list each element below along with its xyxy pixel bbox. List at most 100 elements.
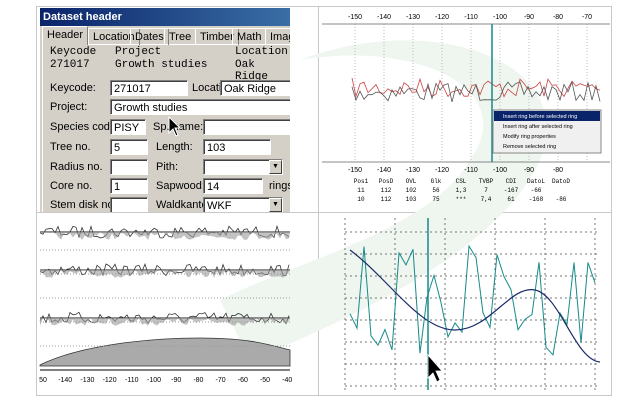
table-cell: 10 — [357, 196, 365, 203]
dialog: Dataset header Header Location Dates Tre… — [40, 8, 290, 212]
table-header: DatoL — [527, 178, 545, 185]
table-cell: -168 — [529, 196, 544, 203]
frame — [36, 6, 612, 396]
field-label: Radius no. — [50, 161, 103, 173]
stack-panel: 50 -140 -130 -120 -110 -100 -90 -80 -70 -60 -50 -40 — [39, 224, 292, 384]
table-cell: 11 — [357, 187, 365, 194]
tab[interactable]: Location — [88, 28, 140, 45]
tab[interactable]: Header — [42, 26, 89, 45]
table-cell: 75 — [432, 196, 440, 203]
field-label: Core no. — [50, 180, 93, 192]
tab[interactable]: Dates — [130, 28, 169, 45]
menu-item[interactable]: Insert ring before selected ring — [503, 114, 577, 120]
series-area — [40, 232, 290, 240]
axis-label: -140 — [377, 167, 391, 174]
axis-label: -130 — [406, 167, 420, 174]
dropdown-button[interactable]: ▼ — [269, 160, 282, 174]
text-input[interactable]: 271017 — [110, 80, 188, 96]
text-input[interactable]: 103 — [203, 139, 271, 155]
axis-label: -120 — [435, 167, 449, 174]
cursor — [168, 116, 182, 137]
axis-label: -80 — [553, 14, 563, 21]
axis-label: -90 — [524, 14, 534, 21]
text-input[interactable]: Oak Ridge — [220, 80, 290, 96]
select[interactable]: WKF — [203, 197, 283, 212]
series-line — [351, 80, 601, 102]
field-label: Tree no. — [50, 141, 91, 153]
tab[interactable]: Timber — [195, 28, 239, 45]
divider — [36, 212, 611, 213]
axis-label: -80 — [193, 377, 203, 384]
axis-label: -60 — [238, 377, 248, 384]
table-cell: 7,4 — [481, 196, 492, 203]
table-cell: -86 — [556, 196, 567, 203]
menu-item[interactable]: Remove selected ring — [503, 144, 556, 150]
menu-item[interactable]: Insert ring after selected ring — [503, 124, 573, 130]
tab[interactable]: Tree — [164, 28, 197, 45]
field-label: Stem disk no. — [50, 199, 117, 211]
table-cell: -167 — [504, 187, 519, 194]
series-area — [40, 270, 290, 278]
summary-header: Location — [235, 46, 288, 58]
field-label: Sapwood: — [156, 180, 205, 192]
select[interactable] — [203, 159, 283, 175]
tab[interactable]: Math — [232, 28, 267, 45]
text-input[interactable] — [110, 197, 148, 212]
dropdown-button[interactable]: ▼ — [269, 198, 282, 212]
axis-label: -50 — [260, 377, 270, 384]
table-cell: 1,3 — [456, 187, 467, 194]
summary-value: Growth studies — [115, 59, 208, 71]
text-input[interactable]: 1 — [110, 178, 148, 194]
field-label: Project: — [50, 101, 88, 113]
axis-label: -70 — [582, 14, 592, 21]
table-header: PosD — [379, 178, 394, 185]
table-header: CDI — [506, 178, 517, 185]
axis-label: -150 — [348, 167, 362, 174]
summary-value: 271017 — [50, 59, 90, 71]
watermark — [220, 40, 547, 360]
axis-label: -130 — [406, 14, 420, 21]
ring-panel: -150 -140 -130 -120 -110 -100 -90 -80 -70 Insert … — [322, 14, 610, 203]
axis-label: -40 — [282, 377, 292, 384]
axis-label: -140 — [58, 377, 72, 384]
text-input[interactable] — [203, 119, 290, 135]
table-cell: 103 — [406, 196, 417, 203]
axis-label: -90 — [524, 167, 534, 174]
axis-label: -100 — [493, 167, 507, 174]
divider — [318, 6, 319, 395]
trend-area — [39, 337, 291, 367]
text-input[interactable]: 5 — [110, 139, 148, 155]
axis-label: -70 — [216, 377, 226, 384]
axis-label: -110 — [464, 167, 478, 174]
menu-highlight — [494, 111, 600, 121]
curve-panel — [344, 218, 601, 390]
table-header: OVL — [406, 178, 417, 185]
axis-label: -110 — [125, 377, 139, 384]
field-label: Waldkante: — [156, 199, 211, 211]
table-header: CSL — [456, 178, 467, 185]
axis-label: 50 — [39, 377, 47, 384]
tab[interactable]: Imag — [265, 28, 290, 45]
tab-sheet — [42, 44, 290, 212]
table-cell: 56 — [432, 187, 440, 194]
text-input[interactable]: 14 — [203, 178, 263, 194]
table-cell: 112 — [381, 187, 392, 194]
table-cell: 61 — [507, 196, 515, 203]
cursor — [427, 353, 443, 383]
table-header: Pos1 — [354, 178, 369, 185]
axis-label: -100 — [147, 377, 161, 384]
text-input[interactable]: PISY — [110, 119, 146, 135]
field-label: Length: — [156, 141, 193, 153]
menu-item[interactable]: Modify ring properties — [503, 134, 556, 140]
text-input[interactable]: Growth studies — [110, 99, 290, 115]
axis-label: -150 — [348, 14, 362, 21]
series-line — [349, 244, 596, 356]
table-cell: -66 — [531, 187, 542, 194]
text-input[interactable] — [110, 159, 148, 175]
field-label: Pith: — [156, 161, 179, 173]
summary-header: Keycode — [50, 46, 97, 58]
axis-label: -130 — [80, 377, 94, 384]
field-label: Species code: — [50, 121, 120, 133]
